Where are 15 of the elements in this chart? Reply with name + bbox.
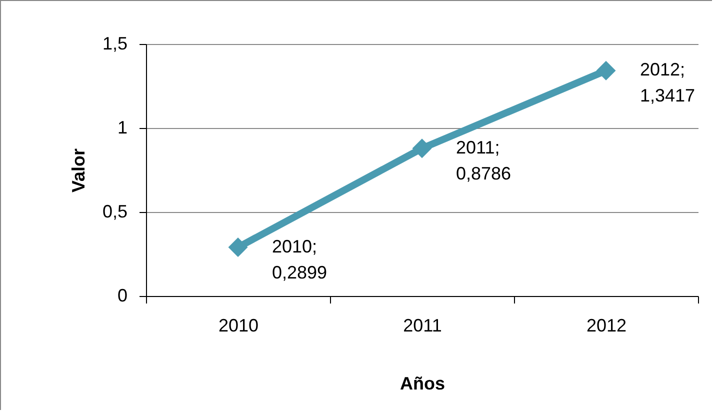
data-label: 2011; 0,8786 <box>456 137 512 184</box>
point <box>596 60 616 80</box>
data-label: 2010; 0,2899 <box>272 236 328 282</box>
x-tick-label: 2012 <box>586 316 627 336</box>
data-label: 2012; 1,3417 <box>640 60 696 106</box>
y-tick-label: 1 <box>117 118 128 138</box>
x-tick-label: 2011 <box>403 316 442 336</box>
y-tick-label: 1,5 <box>102 34 128 54</box>
y-tick-label: 0,5 <box>102 202 128 222</box>
y-tick-label: 0 <box>117 286 128 306</box>
x-tick-label: 2010 <box>218 316 259 336</box>
point <box>412 138 432 158</box>
point <box>228 238 248 258</box>
y-axis-title: Valor <box>68 148 88 193</box>
x-axis-title: Años <box>400 374 445 394</box>
